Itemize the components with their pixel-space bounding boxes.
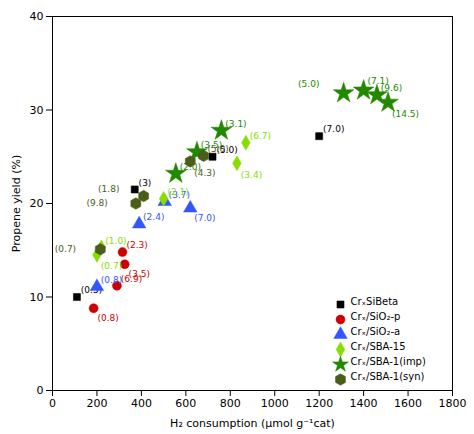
svg-text:Crₓ/SiO₂-a: Crₓ/SiO₂-a [351, 326, 401, 337]
svg-text:(5.0): (5.0) [298, 79, 319, 89]
svg-text:(7.1): (7.1) [367, 75, 389, 86]
svg-text:(14.5): (14.5) [392, 109, 419, 119]
svg-text:Crₓ/SBA-1(syn): Crₓ/SBA-1(syn) [351, 371, 425, 382]
svg-text:(7.0): (7.0) [194, 213, 215, 223]
svg-text:(1.0): (1.0) [105, 236, 126, 246]
svg-text:Crₓ/SBA-1(imp): Crₓ/SBA-1(imp) [351, 356, 426, 367]
svg-text:(9.6): (9.6) [381, 83, 402, 93]
svg-text:(0.7): (0.7) [55, 244, 76, 254]
svg-text:0: 0 [37, 384, 44, 397]
svg-text:(3.4): (3.4) [241, 170, 262, 180]
svg-text:(0.5): (0.5) [80, 285, 103, 296]
svg-text:(2.4): (2.4) [143, 212, 164, 222]
svg-text:CrₓSiBeta: CrₓSiBeta [351, 296, 399, 307]
svg-text:Propene yield (%): Propene yield (%) [10, 155, 23, 252]
svg-text:(9.8): (9.8) [86, 198, 107, 208]
svg-text:(0.8): (0.8) [98, 313, 119, 323]
svg-text:40: 40 [30, 10, 44, 23]
svg-text:800: 800 [220, 397, 241, 410]
svg-text:(3): (3) [139, 178, 152, 188]
svg-text:(1.8): (1.8) [98, 184, 119, 194]
svg-text:Crₓ/SBA-15: Crₓ/SBA-15 [351, 341, 406, 352]
svg-text:1000: 1000 [261, 397, 289, 410]
svg-text:400: 400 [131, 397, 152, 410]
svg-text:20: 20 [30, 197, 44, 210]
svg-text:(3.1): (3.1) [225, 119, 246, 129]
svg-text:(0.8): (0.8) [101, 275, 122, 285]
svg-text:H₂ consumption (μmol g⁻¹cat): H₂ consumption (μmol g⁻¹cat) [170, 417, 335, 430]
svg-text:(2.3): (2.3) [126, 240, 147, 250]
svg-text:600: 600 [175, 397, 196, 410]
svg-text:0: 0 [49, 397, 56, 410]
svg-text:(2.0): (2.0) [179, 161, 202, 172]
svg-text:1800: 1800 [439, 397, 467, 410]
svg-text:(3.5): (3.5) [129, 269, 150, 279]
svg-text:(5.0): (5.0) [208, 144, 229, 154]
svg-text:Crₓ/SiO₂-p: Crₓ/SiO₂-p [351, 311, 401, 322]
svg-text:1600: 1600 [394, 397, 422, 410]
svg-text:(0.7): (0.7) [101, 261, 122, 271]
svg-text:10: 10 [30, 291, 44, 304]
svg-text:(4.3): (4.3) [194, 168, 215, 178]
svg-text:(6.7): (6.7) [250, 131, 271, 141]
svg-text:30: 30 [30, 104, 44, 117]
svg-text:(7.0): (7.0) [323, 124, 344, 134]
svg-text:1200: 1200 [305, 397, 333, 410]
svg-text:1400: 1400 [350, 397, 378, 410]
svg-text:200: 200 [86, 397, 107, 410]
svg-text:(2.1): (2.1) [168, 187, 189, 197]
